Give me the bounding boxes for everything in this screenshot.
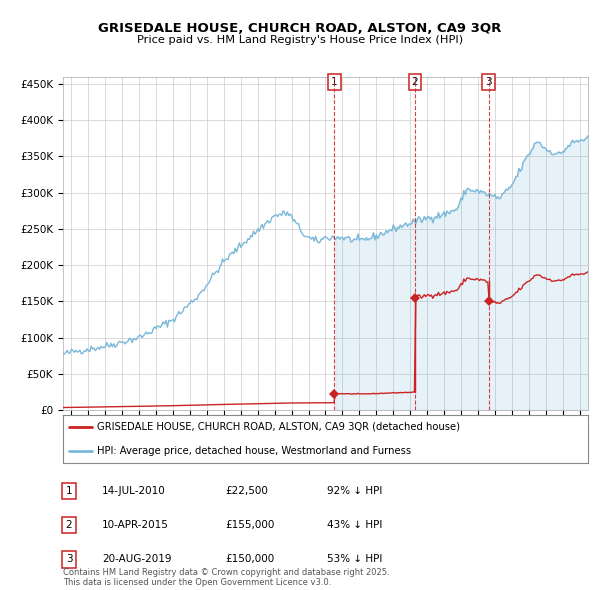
Text: 2: 2 bbox=[412, 77, 418, 87]
Text: 1: 1 bbox=[65, 486, 73, 496]
Text: 2: 2 bbox=[65, 520, 73, 530]
Text: 14-JUL-2010: 14-JUL-2010 bbox=[102, 486, 166, 496]
Text: £150,000: £150,000 bbox=[225, 555, 274, 564]
Text: £155,000: £155,000 bbox=[225, 520, 274, 530]
Text: 20-AUG-2019: 20-AUG-2019 bbox=[102, 555, 172, 564]
Text: Contains HM Land Registry data © Crown copyright and database right 2025.
This d: Contains HM Land Registry data © Crown c… bbox=[63, 568, 389, 587]
Text: 53% ↓ HPI: 53% ↓ HPI bbox=[327, 555, 382, 564]
Text: 3: 3 bbox=[65, 555, 73, 564]
Text: GRISEDALE HOUSE, CHURCH ROAD, ALSTON, CA9 3QR: GRISEDALE HOUSE, CHURCH ROAD, ALSTON, CA… bbox=[98, 22, 502, 35]
Text: 1: 1 bbox=[331, 77, 338, 87]
Text: 92% ↓ HPI: 92% ↓ HPI bbox=[327, 486, 382, 496]
Text: 3: 3 bbox=[485, 77, 492, 87]
Text: HPI: Average price, detached house, Westmorland and Furness: HPI: Average price, detached house, West… bbox=[97, 446, 411, 456]
Text: 43% ↓ HPI: 43% ↓ HPI bbox=[327, 520, 382, 530]
Text: GRISEDALE HOUSE, CHURCH ROAD, ALSTON, CA9 3QR (detached house): GRISEDALE HOUSE, CHURCH ROAD, ALSTON, CA… bbox=[97, 422, 460, 432]
Text: Price paid vs. HM Land Registry's House Price Index (HPI): Price paid vs. HM Land Registry's House … bbox=[137, 35, 463, 45]
Text: 10-APR-2015: 10-APR-2015 bbox=[102, 520, 169, 530]
Text: £22,500: £22,500 bbox=[225, 486, 268, 496]
